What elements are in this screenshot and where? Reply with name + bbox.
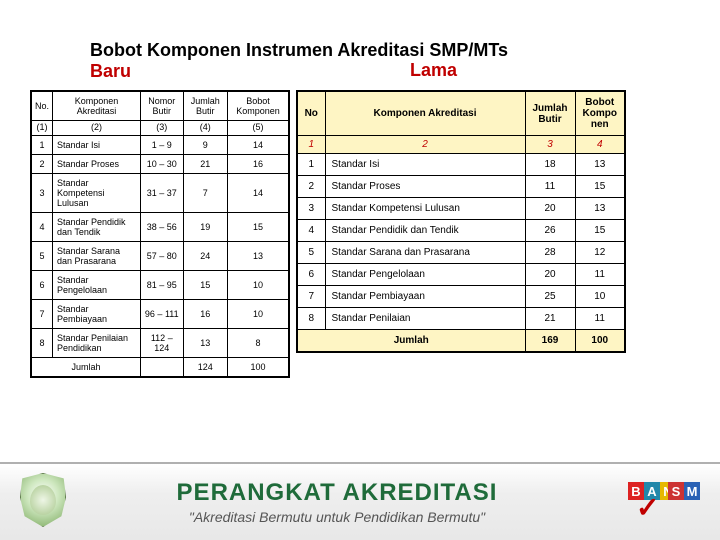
rf-label: Jumlah [297, 330, 525, 353]
rh-comp: Komponen Akreditasi [325, 91, 525, 136]
table-row: 5Standar Sarana dan Prasarana2812 [297, 242, 625, 264]
table-row: 3Standar Kompetensi Lulusan31 – 37714 [31, 173, 289, 212]
lf-label: Jumlah [31, 357, 141, 377]
table-row: 7Standar Pembiayaan2510 [297, 286, 625, 308]
lh-range: Nomor Butir [141, 91, 183, 121]
footer-subtitle: "Akreditasi Bermutu untuk Pendidikan Ber… [46, 509, 628, 525]
table-row: 4Standar Pendidik dan Tendik38 – 561915 [31, 212, 289, 241]
table-row: 3Standar Kompetensi Lulusan2013 [297, 198, 625, 220]
table-row: 2Standar Proses1115 [297, 176, 625, 198]
title-baru: Baru [90, 61, 690, 82]
table-row: 2Standar Proses10 – 302116 [31, 154, 289, 173]
table-row: 6Standar Pengelolaan2011 [297, 264, 625, 286]
rf-count: 169 [525, 330, 575, 353]
table-row: 8Standar Penilaian2111 [297, 308, 625, 330]
check-icon: ✓ [636, 494, 659, 522]
title-lama: Lama [410, 60, 457, 81]
title-main: Bobot Komponen Instrumen Akreditasi SMP/… [90, 40, 690, 61]
footer-title: PERANGKAT AKREDITASI [46, 479, 628, 507]
slide-title: Bobot Komponen Instrumen Akreditasi SMP/… [90, 40, 690, 82]
slide-footer: PERANGKAT AKREDITASI "Akreditasi Bermutu… [0, 462, 720, 540]
table-lama: No Komponen Akreditasi Jumlah Butir Bobo… [296, 90, 626, 353]
table-row: 1Standar Isi1 – 9914 [31, 135, 289, 154]
lh-count: Jumlah Butir [183, 91, 227, 121]
table-baru: No. Komponen Akreditasi Nomor Butir Juml… [30, 90, 290, 378]
table-row: 5Standar Sarana dan Prasarana57 – 802413 [31, 241, 289, 270]
crest-logo [20, 473, 70, 531]
lf-count: 124 [183, 357, 227, 377]
table-row: 6Standar Pengelolaan81 – 951510 [31, 270, 289, 299]
ban-sm-logo: B A N S M ✓ [628, 482, 700, 522]
rh-weight: Bobot Kompo nen [575, 91, 625, 136]
table-row: 8Standar Penilaian Pendidikan112 – 12413… [31, 328, 289, 357]
lh-comp: Komponen Akreditasi [53, 91, 141, 121]
rh-count: Jumlah Butir [525, 91, 575, 136]
lh-no: No. [31, 91, 53, 121]
rf-weight: 100 [575, 330, 625, 353]
table-row: 7Standar Pembiayaan96 – 1111610 [31, 299, 289, 328]
table-row: 4Standar Pendidik dan Tendik2615 [297, 220, 625, 242]
lf-weight: 100 [227, 357, 289, 377]
rh-no: No [297, 91, 325, 136]
lh-weight: Bobot Komponen [227, 91, 289, 121]
table-row: 1Standar Isi1813 [297, 154, 625, 176]
